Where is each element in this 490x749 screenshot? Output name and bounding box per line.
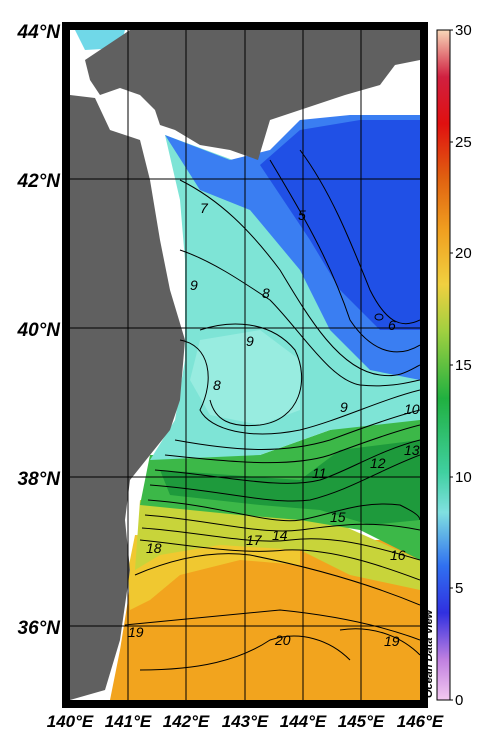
lon-label: 141°E [105,712,152,731]
contour-line [299,149,420,325]
contour-label: 11 [312,465,327,481]
contour-label: 9 [340,399,348,415]
lat-label: 38°N [18,469,62,490]
contour-label: 8 [262,285,270,301]
contour-label: 8 [213,377,221,393]
contour-line [199,323,303,427]
contour-line [179,179,420,377]
contour-line [154,439,420,484]
contour-label: 7 [200,200,209,216]
contour-lines [124,149,420,671]
colorbar-tick: 5 [455,580,463,597]
contour-line [269,159,420,353]
graticule [70,30,420,700]
contour-line [164,424,420,464]
contour-label: 5 [298,207,306,223]
contour-line [339,628,420,656]
contour-label: 6 [388,317,396,333]
lon-label: 144°E [280,712,327,731]
longitude-labels: 140°E 141°E 142°E 143°E 144°E 145°E 146°… [47,712,444,731]
latitude-labels: 44°N 42°N 40°N 38°N 36°N [17,22,62,639]
lon-label: 145°E [338,712,385,731]
lat-label: 42°N [17,171,62,192]
contour-labels: 5 6 7 8 9 8 9 9 10 11 12 13 14 15 16 17 … [128,200,420,649]
contour-label: 12 [370,455,386,471]
contour-line [134,553,420,606]
odv-watermark: Ocean Data View [423,608,435,698]
colorbar-tick: 30 [455,22,472,39]
lon-label: 146°E [397,712,444,731]
sst-field [75,30,420,700]
contour-label: 19 [384,633,400,649]
contour-label: 17 [246,532,263,548]
contour-line [179,249,420,387]
contour-line [149,454,420,502]
sst-band-deep-blue [260,120,420,330]
colorbar-tick: 25 [455,134,472,151]
lat-label: 40°N [17,320,62,341]
contour-line [174,409,420,450]
contour-label: 20 [274,632,291,648]
sst-band-yellow [128,535,300,610]
contour-line [147,499,420,522]
contour-label: 10 [404,401,420,417]
colorbar-gradient [436,29,451,701]
lat-label: 36°N [18,618,62,639]
colorbar-tick: 0 [455,692,463,709]
sst-band-warm-orange [110,540,420,700]
land-hokkaido [85,30,420,160]
sst-band-dark-green [160,440,420,525]
contour-label: 14 [272,527,288,543]
colorbar-tick: 15 [455,357,472,374]
contour-label: 19 [128,624,144,640]
colorbar-tick: 10 [455,469,472,486]
contour-label: 18 [146,540,162,556]
contour-line [141,527,420,561]
contour-label: 16 [390,547,406,563]
contour-label: 9 [246,333,254,349]
contour-line [124,609,420,641]
plot-frame [62,22,428,708]
colorbar: 0 5 10 15 20 25 30 [436,22,472,709]
lat-label: 44°N [17,22,62,43]
lon-label: 142°E [163,712,210,731]
contour-label: 15 [330,509,346,525]
colorbar-tick: 20 [455,245,472,262]
contour-line [139,539,420,581]
contour-line [374,313,384,321]
lon-label: 143°E [222,712,269,731]
contour-label: 13 [404,442,420,458]
contour-line [144,514,420,532]
contour-label: 9 [190,277,198,293]
lon-label: 140°E [47,712,94,731]
